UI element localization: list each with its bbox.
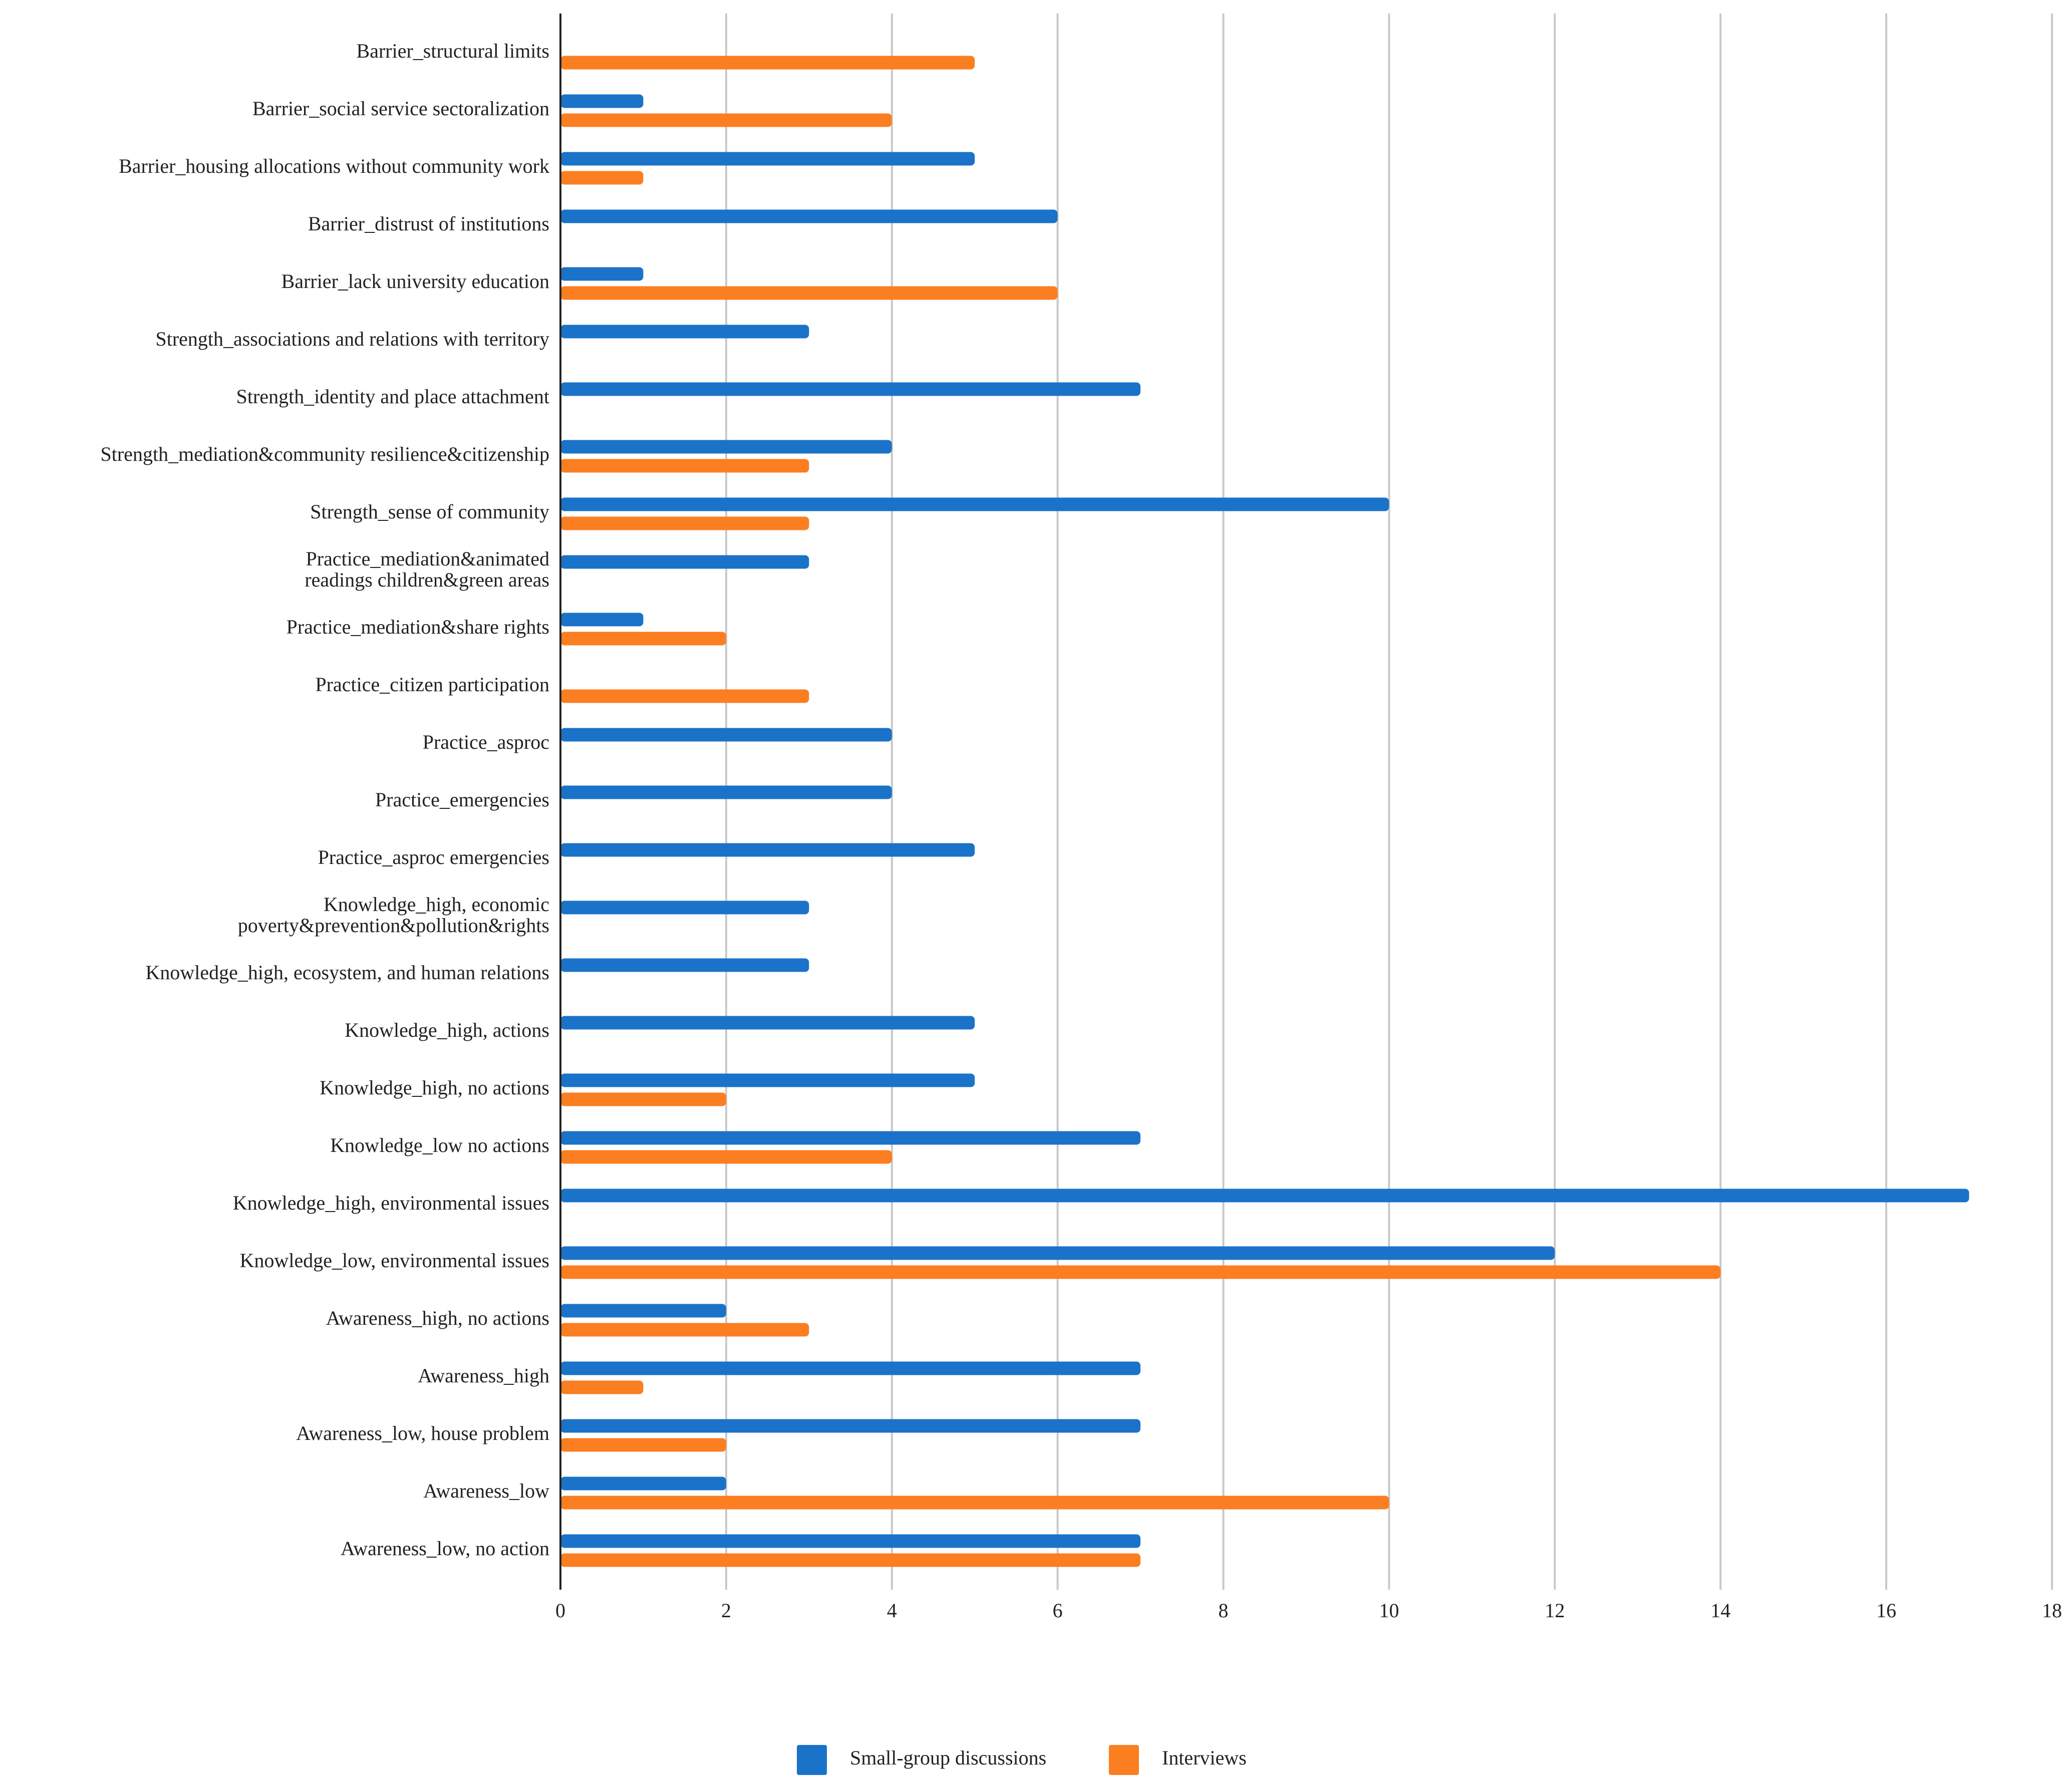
y-tick-label: Knowledge_high, ecosystem, and human rel… (146, 961, 549, 984)
y-tick-label: Practice_mediation&share rights (286, 616, 549, 638)
y-tick-label: Awareness_low, no action (341, 1537, 549, 1560)
x-tick-label: 8 (1219, 1599, 1229, 1622)
x-tick-label: 4 (887, 1599, 897, 1622)
x-tick-label: 16 (1876, 1599, 1896, 1622)
x-tick-label: 18 (2042, 1599, 2062, 1622)
bar (560, 1189, 1969, 1203)
bar (560, 382, 1141, 396)
legend-swatch (1109, 1745, 1139, 1775)
bar (560, 555, 809, 569)
bar (560, 56, 975, 70)
bar (560, 1092, 726, 1106)
y-tick-label: Knowledge_low no actions (330, 1134, 549, 1156)
bar (560, 1419, 1141, 1433)
x-tick-label: 12 (1545, 1599, 1565, 1622)
label-line: Knowledge_high, economic (324, 893, 549, 916)
y-tick-label: Strength_associations and relations with… (155, 328, 549, 350)
bar (560, 1438, 726, 1452)
bar (560, 516, 809, 530)
y-tick-label: Awareness_low, house problem (296, 1422, 549, 1444)
y-tick-label: Practice_mediation&animated readings chil… (305, 547, 549, 591)
bar (560, 94, 644, 108)
y-tick-label: Barrier_structural limits (357, 40, 549, 62)
y-tick-label: Barrier_social service sectoralization (252, 97, 549, 120)
bar (560, 1150, 892, 1164)
y-tick-label: Strength_mediation&community resilience&… (101, 443, 549, 465)
legend-label: Small-group discussions (850, 1746, 1046, 1769)
bar (560, 958, 809, 972)
bar (560, 152, 975, 166)
bar (560, 497, 1389, 511)
y-tick-label: Practice_asproc emergencies (318, 846, 549, 868)
bar (560, 1380, 644, 1394)
bar (560, 1361, 1141, 1375)
bar (560, 843, 975, 857)
y-tick-label: Practice_asproc (423, 731, 549, 753)
y-tick-label: Awareness_low (423, 1479, 549, 1502)
bar (560, 325, 809, 339)
bar (560, 209, 1058, 223)
y-tick-label: Strength_identity and place attachment (236, 385, 549, 408)
bar (560, 1496, 1389, 1510)
bar (560, 267, 644, 281)
legend-swatch (797, 1745, 827, 1775)
y-tick-label: Strength_sense of community (310, 500, 549, 523)
label-line: poverty&prevention&pollution&rights (238, 914, 549, 937)
bar (560, 901, 809, 915)
y-tick-label: Practice_citizen participation (315, 673, 549, 696)
y-tick-label: Knowledge_low, environmental issues (240, 1249, 549, 1272)
bar (560, 728, 892, 742)
legend-label: Interviews (1162, 1746, 1247, 1769)
label-line: readings children&green areas (305, 568, 549, 591)
bar (560, 440, 892, 454)
y-tick-label: Knowledge_high, no actions (320, 1076, 549, 1099)
bar (560, 171, 644, 185)
bar (560, 785, 892, 799)
bar (560, 286, 1058, 300)
y-tick-label: Awareness_high (418, 1364, 549, 1387)
bar (560, 1265, 1721, 1279)
x-tick-label: 6 (1053, 1599, 1063, 1622)
bar (560, 113, 892, 127)
bar (560, 613, 644, 627)
y-tick-label: Awareness_high, no actions (326, 1307, 549, 1329)
bar (560, 1323, 809, 1337)
bar (560, 1246, 1555, 1260)
y-tick-label: Practice_emergencies (375, 788, 549, 811)
x-tick-label: 14 (1710, 1599, 1730, 1622)
bar (560, 1553, 1141, 1567)
label-line: Practice_mediation&animated (306, 547, 549, 570)
bar (560, 1131, 1141, 1145)
bar (560, 1016, 975, 1030)
bar (560, 1534, 1141, 1548)
y-tick-label: Barrier_lack university education (281, 270, 549, 292)
y-tick-label: Knowledge_high, environmental issues (233, 1192, 549, 1214)
bar (560, 1304, 726, 1318)
y-tick-label: Barrier_housing allocations without comm… (119, 155, 549, 177)
y-tick-label: Knowledge_high, actions (345, 1019, 549, 1041)
x-tick-label: 2 (721, 1599, 731, 1622)
y-tick-label: Barrier_distrust of institutions (308, 212, 549, 235)
bar (560, 459, 809, 473)
y-tick-label: Knowledge_high, economic poverty&preventi… (238, 893, 549, 937)
x-tick-label: 10 (1379, 1599, 1399, 1622)
bar (560, 632, 726, 646)
bar (560, 689, 809, 703)
bar (560, 1476, 726, 1491)
bar (560, 1073, 975, 1087)
x-tick-label: 0 (555, 1599, 565, 1622)
